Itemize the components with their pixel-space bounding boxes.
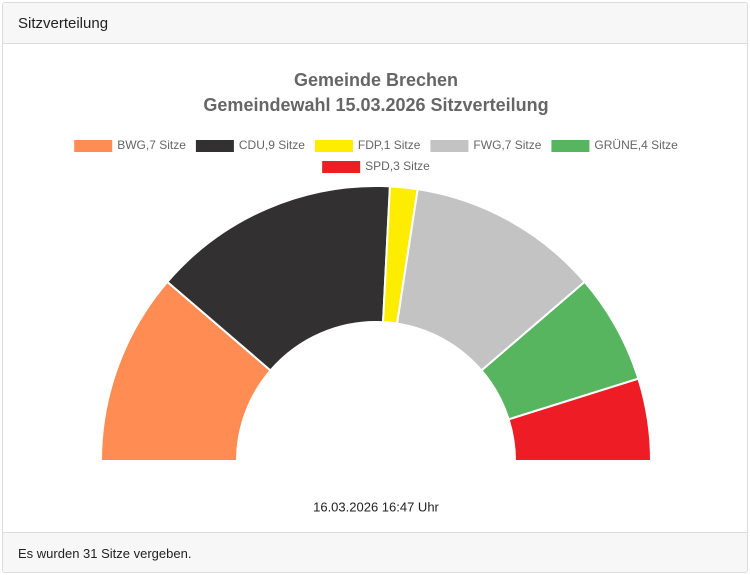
legend-swatch xyxy=(430,140,469,152)
legend-item: FWG,7 Sitze xyxy=(430,138,542,152)
chart-title: Gemeinde Brechen xyxy=(294,70,458,90)
legend-label: SPD,3 Sitze xyxy=(365,159,430,173)
chart-subtitle: Gemeindewahl 15.03.2026 Sitzverteilung xyxy=(203,95,548,115)
legend-swatch xyxy=(195,140,234,152)
seat-segment xyxy=(507,377,653,462)
legend-swatch xyxy=(551,140,590,152)
legend-swatch xyxy=(74,140,113,152)
timestamp: 16.03.2026 16:47 Uhr xyxy=(313,499,439,514)
legend-item: GRÜNE,4 Sitze xyxy=(551,138,678,152)
legend-label: GRÜNE,4 Sitze xyxy=(594,138,678,152)
legend-swatch xyxy=(314,140,353,152)
legend-label: FDP,1 Sitze xyxy=(358,138,421,152)
card-footer: Es wurden 31 Sitze vergeben. xyxy=(3,532,747,572)
legend-item: FDP,1 Sitze xyxy=(314,138,421,152)
legend-item: SPD,3 Sitze xyxy=(322,159,430,173)
chart: Gemeinde Brechen Gemeindewahl 15.03.2026… xyxy=(74,70,678,514)
legend-swatch xyxy=(322,161,361,173)
card-header: Sitzverteilung xyxy=(3,3,747,44)
legend-item: CDU,9 Sitze xyxy=(195,138,305,152)
seat-segment xyxy=(165,185,391,372)
legend-label: CDU,9 Sitze xyxy=(239,138,305,152)
legend-label: FWG,7 Sitze xyxy=(473,138,541,152)
legend-label: BWG,7 Sitze xyxy=(117,138,186,152)
legend-item: BWG,7 Sitze xyxy=(74,138,186,152)
